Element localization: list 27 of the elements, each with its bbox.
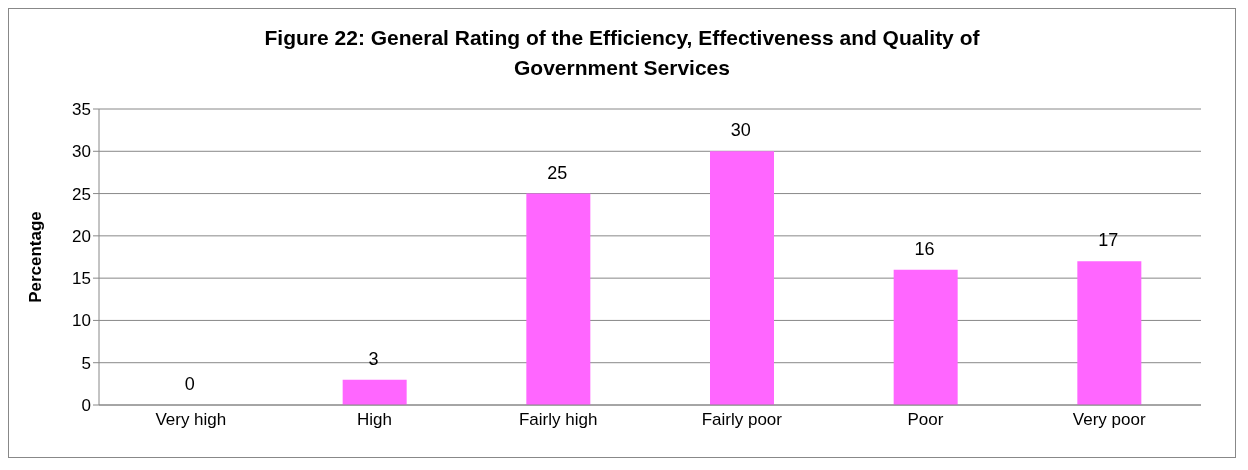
- data-label: 0: [183, 374, 196, 395]
- data-label: 25: [546, 162, 569, 184]
- y-tick-label: 5: [81, 353, 91, 373]
- x-tick-label: Fairly high: [518, 410, 598, 430]
- data-label: 3: [367, 348, 380, 370]
- data-label: 16: [913, 238, 936, 260]
- bar: [342, 379, 407, 405]
- bar: [893, 269, 958, 405]
- y-tick-label: 20: [72, 226, 91, 246]
- y-tick-label: 0: [81, 396, 91, 416]
- y-tick-label: 25: [72, 184, 91, 204]
- x-tick-label: High: [357, 410, 392, 430]
- bar: [526, 193, 591, 405]
- x-tick-label: Very poor: [1072, 410, 1146, 430]
- bar: [1077, 261, 1142, 405]
- x-tick-label: Poor: [907, 410, 944, 430]
- y-axis-title: Percentage: [26, 211, 46, 303]
- y-tick-label: 10: [72, 311, 91, 331]
- y-tick-label: 30: [72, 142, 91, 162]
- x-tick-label: Very high: [155, 410, 227, 430]
- x-tick-label: Fairly poor: [701, 410, 783, 430]
- data-label: 17: [1097, 230, 1120, 252]
- y-tick-label: 35: [72, 100, 91, 120]
- chart-title: Figure 22: General Rating of the Efficiency, Effectiveness and Quality of Government Services: [263, 25, 981, 81]
- y-tick-label: 15: [72, 269, 91, 289]
- data-label: 30: [729, 120, 752, 142]
- bar: [710, 151, 774, 405]
